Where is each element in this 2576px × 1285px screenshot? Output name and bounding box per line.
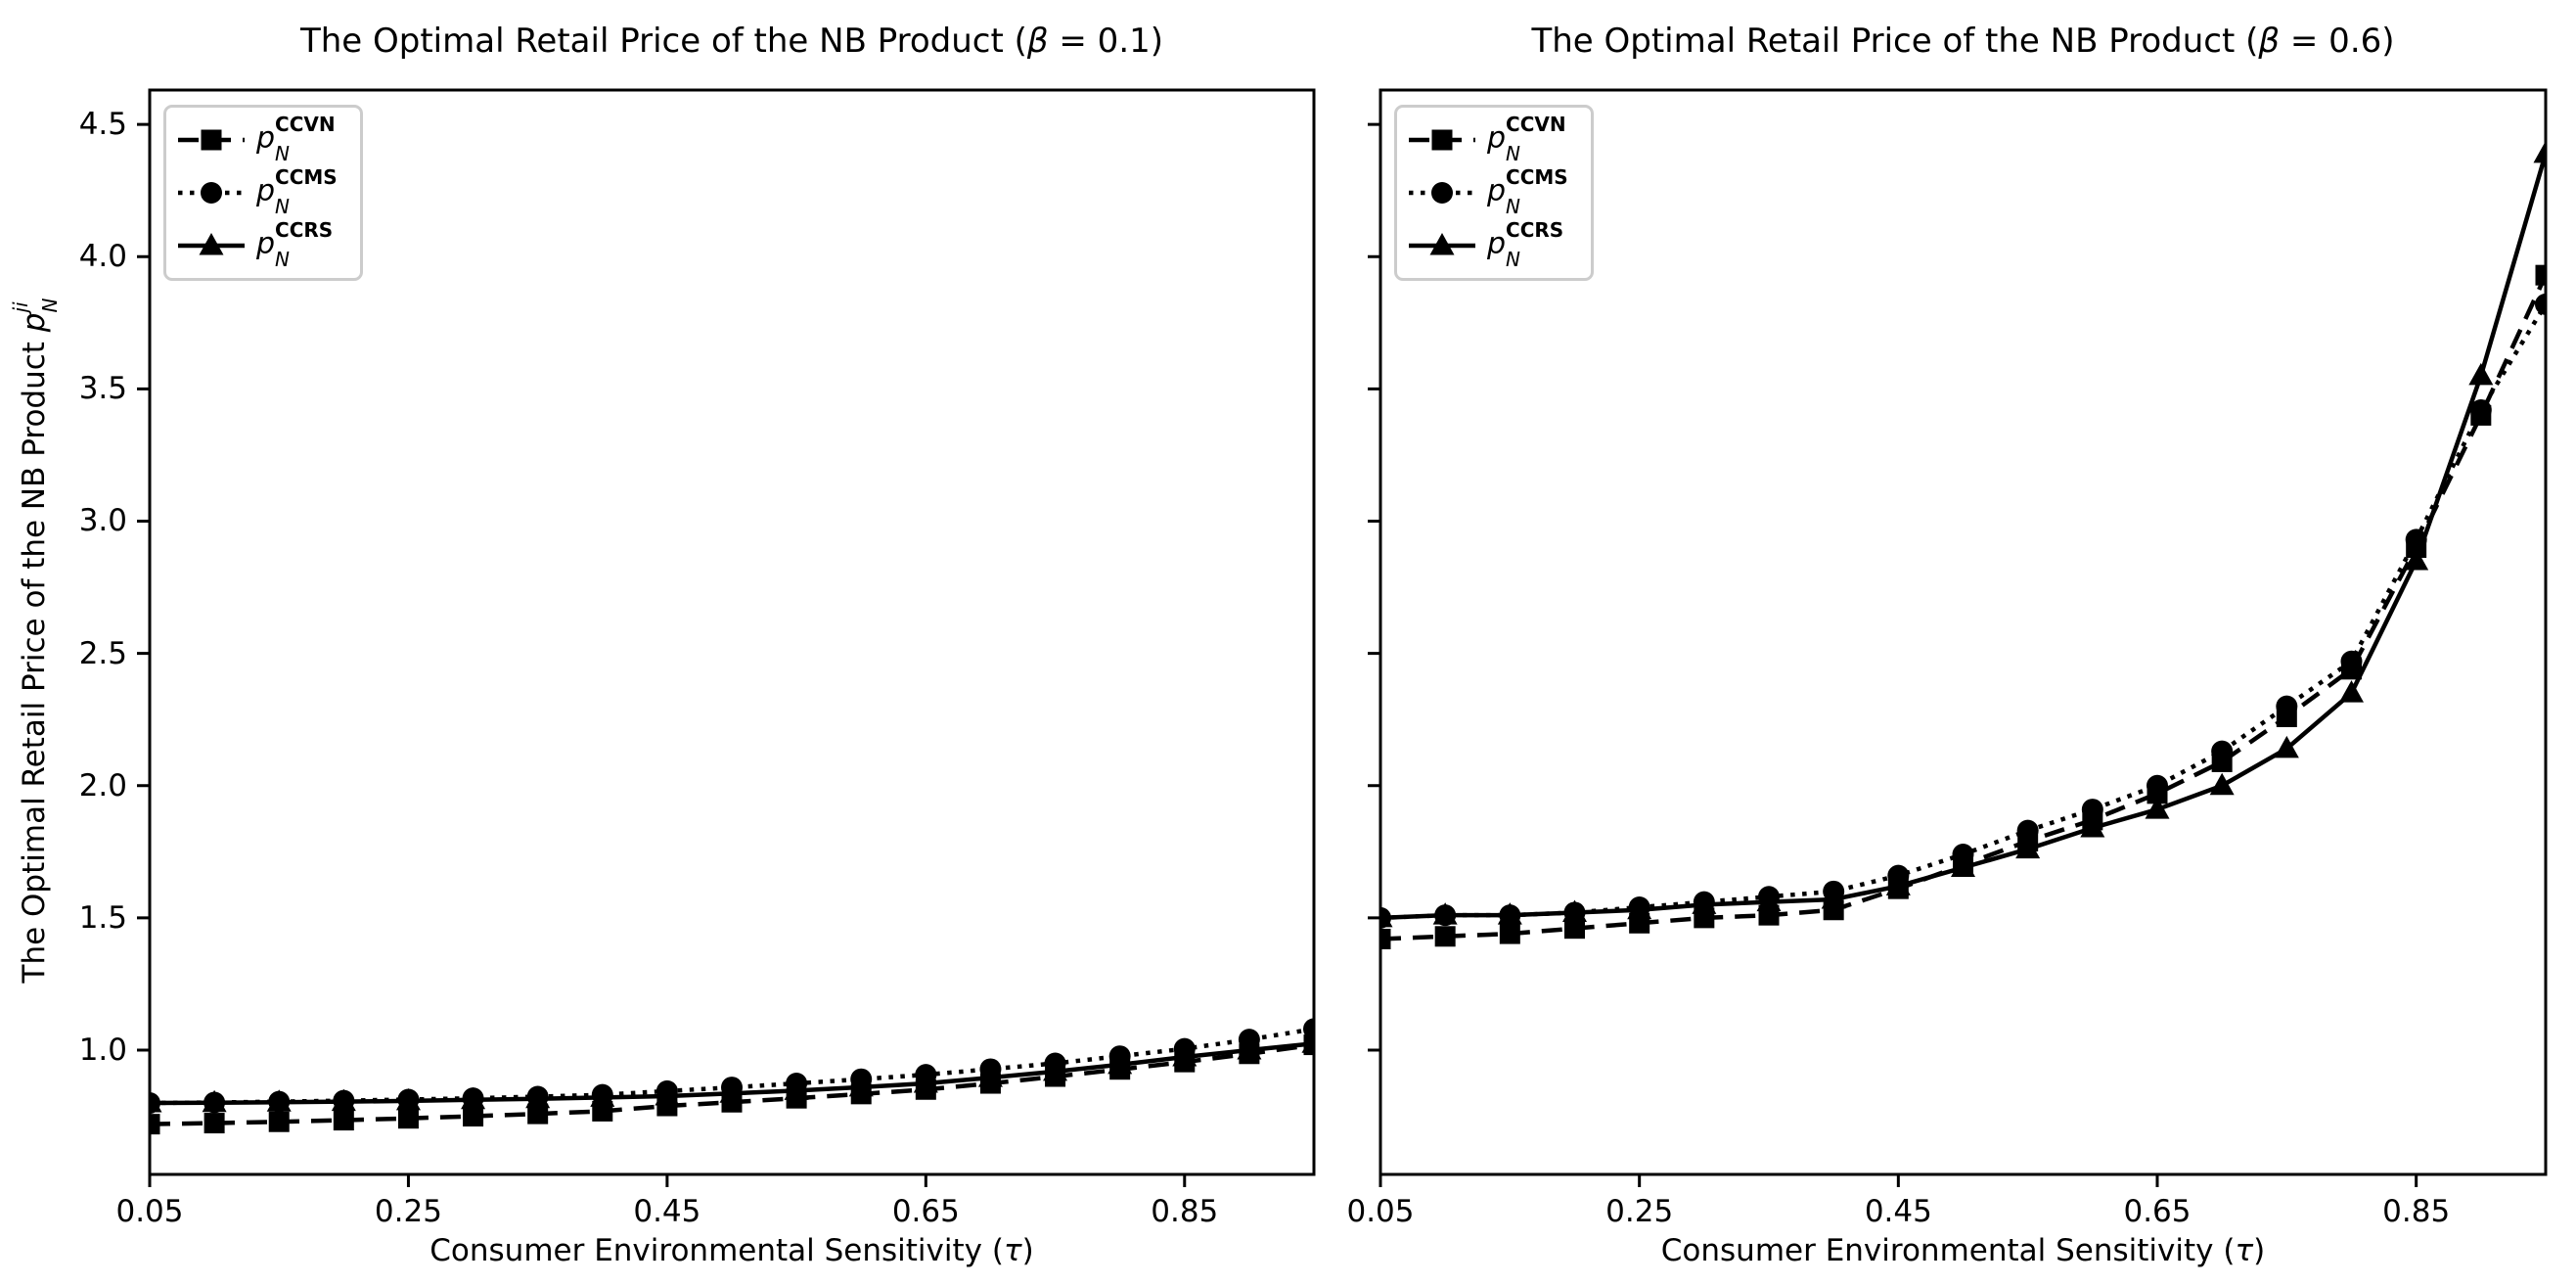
y-tick-label: 1.5 bbox=[78, 899, 127, 936]
y-tick-label: 4.5 bbox=[78, 107, 127, 143]
x-axis-label-close: ) bbox=[1021, 1233, 1034, 1268]
plot2-title-text: The Optimal Retail Price of the NB Produ… bbox=[1531, 22, 2259, 61]
legend-label-ccms: p CCMS N bbox=[1487, 167, 1568, 218]
x-tick-label: 0.25 bbox=[374, 1194, 442, 1229]
x-tick-label: 0.85 bbox=[2382, 1194, 2451, 1229]
legend-item-ccvn: p CCVN N bbox=[1407, 115, 1587, 164]
beta-symbol: β bbox=[2258, 22, 2281, 61]
legend-label-ccrs: p CCRS N bbox=[256, 220, 333, 271]
markers-ccrs bbox=[150, 1031, 1314, 1113]
y-tick-label: 2.5 bbox=[78, 635, 127, 671]
plot1-title-value: = 0.1) bbox=[1048, 22, 1164, 61]
legend-label-var: p bbox=[256, 227, 276, 261]
legend-item-ccrs: p CCRS N bbox=[176, 220, 356, 271]
legend-label-sup: CCRS bbox=[275, 218, 334, 242]
plot1-title: The Optimal Retail Price of the NB Produ… bbox=[150, 20, 1314, 63]
legend-label-var: p bbox=[256, 121, 276, 156]
legend-label-var: p bbox=[256, 174, 276, 208]
legend-label-sub: N bbox=[275, 195, 291, 218]
legend-item-ccvn: p CCVN N bbox=[176, 115, 356, 164]
legend-label-var: p bbox=[1487, 227, 1507, 261]
plot1-title-text: The Optimal Retail Price of the NB Produ… bbox=[299, 22, 1027, 61]
y-tick-label: 3.0 bbox=[78, 503, 127, 539]
legend-label-sup: CCMS bbox=[275, 165, 338, 189]
plot2-x-axis-label: Consumer Environmental Sensitivity (τ) bbox=[1380, 1231, 2546, 1270]
plot2-title: The Optimal Retail Price of the NB Produ… bbox=[1380, 20, 2546, 63]
y-axis-label-var: p bbox=[17, 312, 52, 333]
legend-sample-dotted-circle bbox=[178, 182, 245, 204]
x-tick-label: 0.05 bbox=[1346, 1194, 1415, 1229]
x-axis-label-text: Consumer Environmental Sensitivity ( bbox=[429, 1233, 1004, 1268]
legend-label-sup: CCVN bbox=[1506, 113, 1566, 136]
x-tick-label: 0.65 bbox=[2123, 1194, 2192, 1229]
tau-symbol: τ bbox=[2235, 1233, 2254, 1268]
legend-label-var: p bbox=[1487, 121, 1507, 156]
legend-sample-dotted-circle bbox=[1409, 182, 1475, 204]
legend-label-sup: CCVN bbox=[275, 113, 336, 136]
legend-label-ccms: p CCMS N bbox=[256, 167, 338, 218]
y-axis-label-sup: ji bbox=[9, 301, 32, 313]
curve-ccvn bbox=[1380, 274, 2546, 941]
plot1-x-axis-label: Consumer Environmental Sensitivity (τ) bbox=[150, 1231, 1314, 1270]
legend-label-sub: N bbox=[1506, 195, 1521, 218]
legend-label-sub: N bbox=[275, 248, 291, 271]
x-axis-label-close: ) bbox=[2253, 1233, 2266, 1268]
y-tick-label: 1.0 bbox=[78, 1032, 127, 1068]
legend-label-var: p bbox=[1487, 174, 1507, 208]
axes-box bbox=[1378, 88, 2548, 1176]
x-tick-label: 0.45 bbox=[633, 1194, 701, 1229]
x-tick-label: 0.65 bbox=[891, 1194, 960, 1229]
legend-label-sup: CCMS bbox=[1506, 165, 1568, 189]
series-layer-1 bbox=[150, 1018, 1314, 1135]
legend-item-ccrs: p CCRS N bbox=[1407, 220, 1587, 271]
legend-sample-dashed-square bbox=[178, 129, 245, 151]
legend-label-ccvn: p CCVN N bbox=[1487, 115, 1566, 165]
legend-label-sup: CCRS bbox=[1506, 218, 1564, 242]
legend-sample-solid-triangle bbox=[1409, 233, 1475, 255]
x-tick-label: 0.85 bbox=[1151, 1194, 1219, 1229]
y-axis-label-sub: N bbox=[38, 298, 62, 313]
x-tick-label: 0.25 bbox=[1605, 1194, 1674, 1229]
plot2-title-value: = 0.6) bbox=[2280, 22, 2395, 61]
x-tick-label: 0.45 bbox=[1864, 1194, 1932, 1229]
legend-sample-dashed-square bbox=[1409, 129, 1475, 151]
legend-label-ccvn: p CCVN N bbox=[256, 115, 336, 165]
legend-item-ccms: p CCMS N bbox=[1407, 167, 1587, 218]
legend-label-sub: N bbox=[1506, 142, 1521, 165]
y-tick-label: 2.0 bbox=[78, 767, 127, 803]
tau-symbol: τ bbox=[1003, 1233, 1022, 1268]
beta-symbol: β bbox=[1026, 22, 1049, 61]
legend-label-sub: N bbox=[275, 142, 291, 165]
series-layer-2 bbox=[1380, 140, 2546, 949]
legend-sample-solid-triangle bbox=[178, 233, 245, 255]
markers-ccrs bbox=[1380, 140, 2546, 928]
axes-box bbox=[148, 88, 1316, 1176]
x-axis-label-text: Consumer Environmental Sensitivity ( bbox=[1660, 1233, 2236, 1268]
legend-label-sub: N bbox=[1506, 248, 1521, 271]
x-tick-label: 0.05 bbox=[115, 1194, 184, 1229]
legend-item-ccms: p CCMS N bbox=[176, 167, 356, 218]
legend-label-ccrs: p CCRS N bbox=[1487, 220, 1563, 271]
y-tick-label: 3.5 bbox=[78, 371, 127, 407]
y-tick-label: 4.0 bbox=[78, 239, 127, 275]
curve-ccms bbox=[1380, 302, 2546, 921]
